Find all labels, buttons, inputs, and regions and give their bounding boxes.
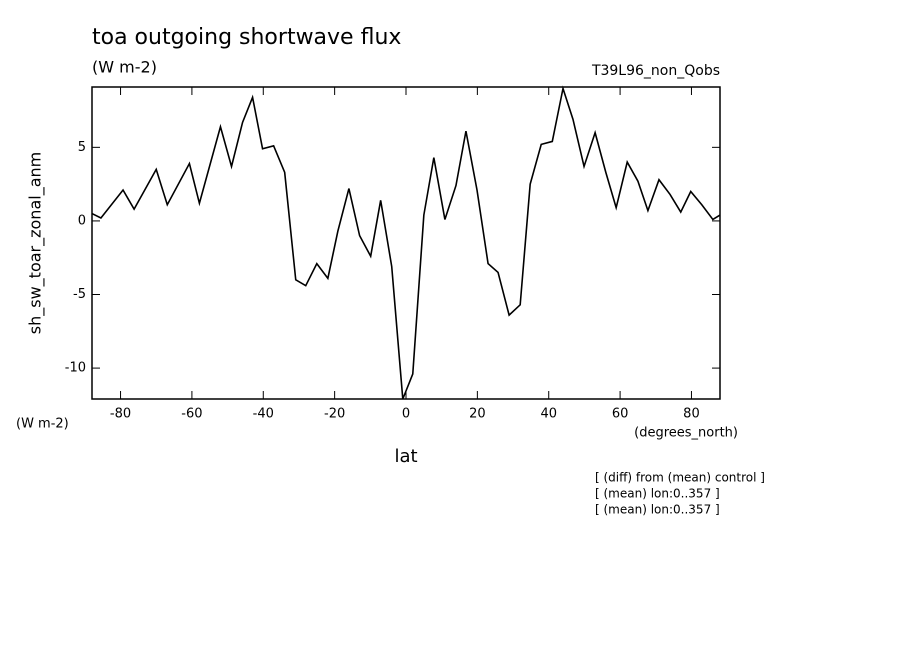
x-tick-label: 60 bbox=[612, 407, 629, 422]
x-units: (degrees_north) bbox=[634, 426, 738, 441]
x-tick-label: 20 bbox=[469, 407, 486, 422]
y-tick-label: 0 bbox=[78, 213, 86, 228]
note: [ (mean) lon:0..357 ] bbox=[595, 487, 720, 501]
chart-title: toa outgoing shortwave flux bbox=[92, 25, 401, 50]
x-tick-label: -20 bbox=[324, 407, 345, 422]
y-units: (W m-2) bbox=[16, 417, 69, 432]
y-axis-label: sh_sw_toar_zonal_anm bbox=[26, 152, 46, 334]
data-line bbox=[91, 85, 721, 400]
chart-subtitle: (W m-2) bbox=[92, 58, 157, 77]
x-tick-label: -60 bbox=[181, 407, 202, 422]
y-tick-label: 5 bbox=[78, 140, 86, 155]
run-label: T39L96_non_Qobs bbox=[591, 63, 720, 79]
y-tick-label: -10 bbox=[65, 361, 86, 376]
note: [ (mean) lon:0..357 ] bbox=[595, 503, 720, 517]
plot-frame bbox=[91, 86, 721, 400]
x-tick-label: -80 bbox=[110, 407, 131, 422]
x-tick-label: 0 bbox=[402, 407, 410, 422]
y-tick-label: -5 bbox=[73, 287, 86, 302]
x-tick-label: -40 bbox=[253, 407, 274, 422]
x-tick-label: 40 bbox=[540, 407, 557, 422]
x-tick-label: 80 bbox=[683, 407, 700, 422]
x-axis-label: lat bbox=[394, 446, 417, 467]
note: [ (diff) from (mean) control ] bbox=[595, 471, 765, 485]
